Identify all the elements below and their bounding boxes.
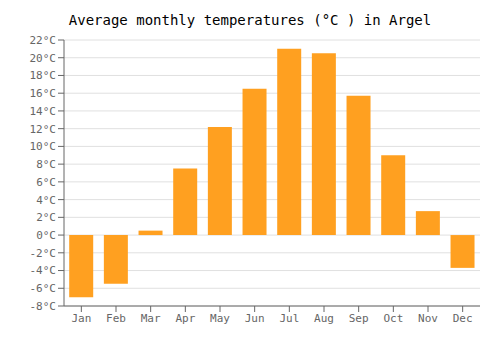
svg-text:14°C: 14°C [30, 105, 57, 118]
svg-text:Apr: Apr [175, 312, 195, 325]
svg-text:Jun: Jun [245, 312, 265, 325]
svg-text:2°C: 2°C [36, 211, 56, 224]
svg-text:16°C: 16°C [30, 87, 57, 100]
svg-text:Feb: Feb [106, 312, 126, 325]
html-text:Average monthly temperatures (: Average monthly temperatures (°C ) in Ar… [68, 12, 432, 28]
svg-text:20°C: 20°C [30, 52, 57, 65]
svg-text:-6°C: -6°C [30, 282, 57, 295]
svg-text:Dec: Dec [453, 312, 473, 325]
svg-text:-8°C: -8°C [30, 300, 57, 313]
svg-text:Mar: Mar [141, 312, 161, 325]
svg-text:May: May [210, 312, 230, 325]
svg-text:8°C: 8°C [36, 158, 56, 171]
svg-text:6°C: 6°C [36, 176, 56, 189]
svg-text:Nov: Nov [418, 312, 438, 325]
svg-text:18°C: 18°C [30, 69, 57, 82]
svg-text:Jan: Jan [71, 312, 91, 325]
svg-text:12°C: 12°C [30, 123, 57, 136]
svg-text:10°C: 10°C [30, 140, 57, 153]
svg-text:Sep: Sep [349, 312, 369, 325]
svg-text:22°C: 22°C [30, 34, 57, 47]
svg-text:Oct: Oct [383, 312, 403, 325]
svg-text:Aug: Aug [314, 312, 334, 325]
svg-text:-2°C: -2°C [30, 247, 57, 260]
svg-text:4°C: 4°C [36, 194, 56, 207]
svg-text:Jul: Jul [279, 312, 299, 325]
svg-text:0°C: 0°C [36, 229, 56, 242]
svg-text:-4°C: -4°C [30, 264, 57, 277]
